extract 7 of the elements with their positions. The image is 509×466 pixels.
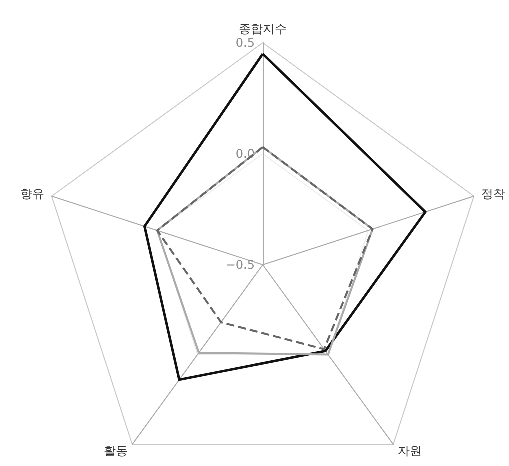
spoke-label: 활동 bbox=[104, 444, 128, 458]
y-tick-label: −0.5 bbox=[226, 258, 255, 272]
spoke-label: 정착 bbox=[482, 186, 506, 201]
y-tick-label: 0.5 bbox=[236, 36, 255, 50]
spoke-label: 자원 bbox=[398, 444, 422, 458]
spoke-label: 향유 bbox=[20, 186, 44, 201]
spoke-label: 종합지수 bbox=[239, 22, 287, 36]
